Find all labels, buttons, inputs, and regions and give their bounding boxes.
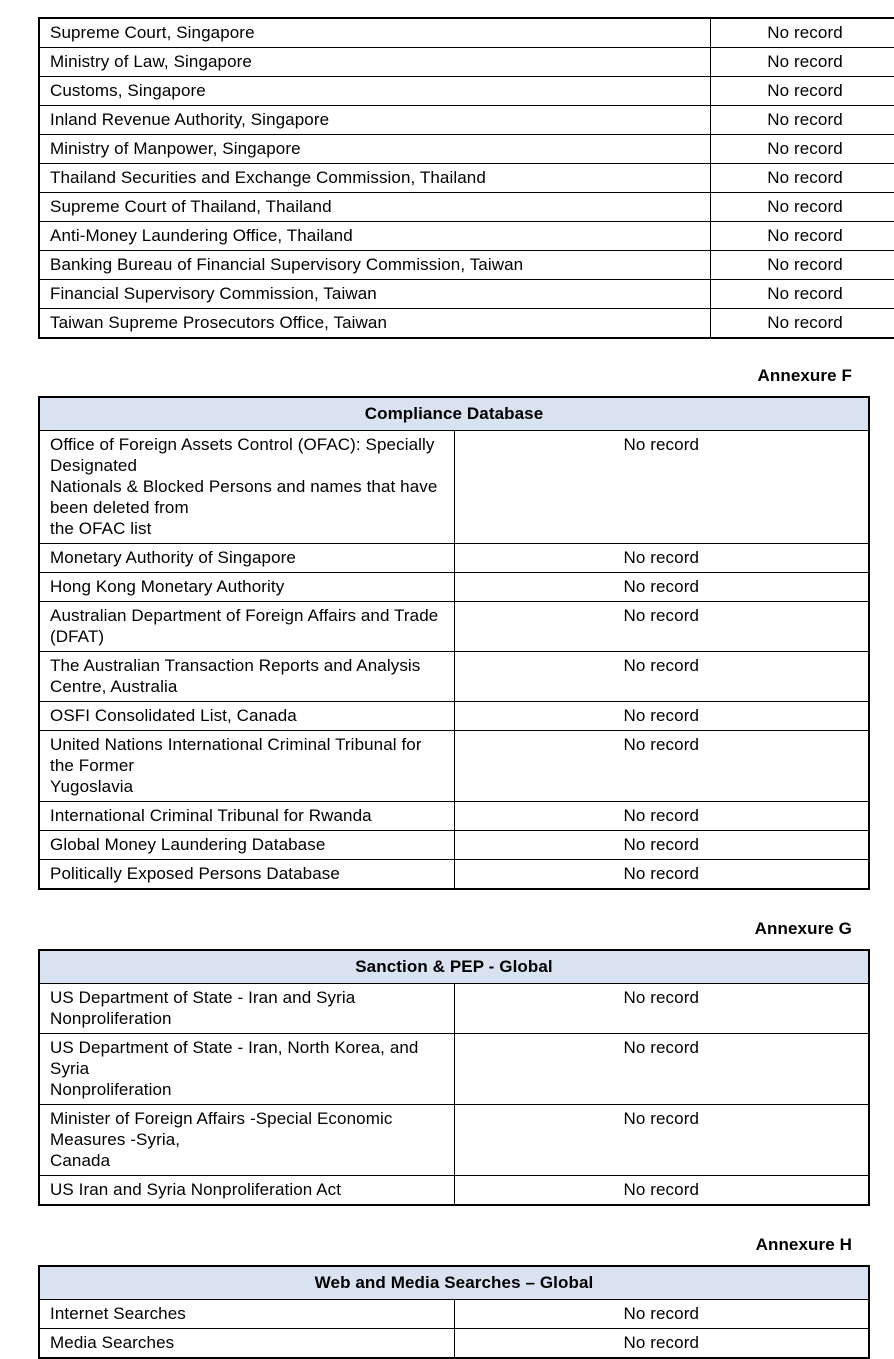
source-cell: Thailand Securities and Exchange Commiss… bbox=[39, 164, 711, 193]
result-cell: No record bbox=[454, 1329, 869, 1359]
source-cell: Anti-Money Laundering Office, Thailand bbox=[39, 222, 711, 251]
result-cell: No record bbox=[454, 652, 869, 702]
result-cell: No record bbox=[454, 731, 869, 802]
result-cell: No record bbox=[711, 106, 894, 135]
source-cell: Ministry of Manpower, Singapore bbox=[39, 135, 711, 164]
source-cell: US Department of State - Iran and Syria … bbox=[39, 984, 454, 1034]
result-cell: No record bbox=[711, 164, 894, 193]
annexure-label-f: Annexure F bbox=[38, 365, 870, 387]
annexure-label-g: Annexure G bbox=[38, 918, 870, 940]
table-header-row: Sanction & PEP - Global bbox=[39, 950, 869, 984]
source-cell: Monetary Authority of Singapore bbox=[39, 544, 454, 573]
table-row: Ministry of Law, Singapore No record bbox=[39, 48, 894, 77]
source-cell: Minister of Foreign Affairs -Special Eco… bbox=[39, 1105, 454, 1176]
source-cell: Banking Bureau of Financial Supervisory … bbox=[39, 251, 711, 280]
table-row: Thailand Securities and Exchange Commiss… bbox=[39, 164, 894, 193]
table-header-row: Compliance Database bbox=[39, 397, 869, 431]
source-cell: Inland Revenue Authority, Singapore bbox=[39, 106, 711, 135]
result-cell: No record bbox=[454, 602, 869, 652]
result-cell: No record bbox=[454, 702, 869, 731]
table-row: US Department of State - Iran, North Kor… bbox=[39, 1034, 869, 1105]
table-row: Politically Exposed Persons Database No … bbox=[39, 860, 869, 890]
table-row: Banking Bureau of Financial Supervisory … bbox=[39, 251, 894, 280]
result-cell: No record bbox=[454, 1034, 869, 1105]
result-cell: No record bbox=[711, 193, 894, 222]
source-cell: United Nations International Criminal Tr… bbox=[39, 731, 454, 802]
result-cell: No record bbox=[711, 222, 894, 251]
result-cell: No record bbox=[454, 984, 869, 1034]
source-cell: Taiwan Supreme Prosecutors Office, Taiwa… bbox=[39, 309, 711, 339]
result-cell: No record bbox=[454, 860, 869, 890]
source-cell: US Iran and Syria Nonproliferation Act bbox=[39, 1176, 454, 1206]
table-row: Monetary Authority of Singapore No recor… bbox=[39, 544, 869, 573]
result-cell: No record bbox=[711, 77, 894, 106]
result-cell: No record bbox=[711, 309, 894, 339]
source-cell: Financial Supervisory Commission, Taiwan bbox=[39, 280, 711, 309]
screening-results-table-continued: Supreme Court, Singapore No record Minis… bbox=[38, 17, 894, 339]
source-cell: OSFI Consolidated List, Canada bbox=[39, 702, 454, 731]
result-cell: No record bbox=[454, 1105, 869, 1176]
result-cell: No record bbox=[454, 431, 869, 544]
sanction-pep-global-table: Sanction & PEP - Global US Department of… bbox=[38, 949, 870, 1206]
result-cell: No record bbox=[454, 544, 869, 573]
result-cell: No record bbox=[711, 251, 894, 280]
table-title: Compliance Database bbox=[39, 397, 869, 431]
table-row: Australian Department of Foreign Affairs… bbox=[39, 602, 869, 652]
table-row: US Department of State - Iran and Syria … bbox=[39, 984, 869, 1034]
table-row: Office of Foreign Assets Control (OFAC):… bbox=[39, 431, 869, 544]
table-row: Media Searches No record bbox=[39, 1329, 869, 1359]
table-row: Supreme Court of Thailand, Thailand No r… bbox=[39, 193, 894, 222]
table-row: Hong Kong Monetary Authority No record bbox=[39, 573, 869, 602]
result-cell: No record bbox=[711, 18, 894, 48]
source-cell: Office of Foreign Assets Control (OFAC):… bbox=[39, 431, 454, 544]
table-row: Inland Revenue Authority, Singapore No r… bbox=[39, 106, 894, 135]
table-title: Web and Media Searches – Global bbox=[39, 1266, 869, 1300]
source-cell: The Australian Transaction Reports and A… bbox=[39, 652, 454, 702]
result-cell: No record bbox=[711, 135, 894, 164]
result-cell: No record bbox=[454, 1300, 869, 1329]
source-cell: Supreme Court of Thailand, Thailand bbox=[39, 193, 711, 222]
annexure-label-h: Annexure H bbox=[38, 1234, 870, 1256]
result-cell: No record bbox=[711, 48, 894, 77]
result-cell: No record bbox=[711, 280, 894, 309]
table-row: International Criminal Tribunal for Rwan… bbox=[39, 802, 869, 831]
source-cell: US Department of State - Iran, North Kor… bbox=[39, 1034, 454, 1105]
source-cell: Media Searches bbox=[39, 1329, 454, 1359]
table-row: The Australian Transaction Reports and A… bbox=[39, 652, 869, 702]
table-row: Ministry of Manpower, Singapore No recor… bbox=[39, 135, 894, 164]
source-cell: Hong Kong Monetary Authority bbox=[39, 573, 454, 602]
result-cell: No record bbox=[454, 831, 869, 860]
source-cell: International Criminal Tribunal for Rwan… bbox=[39, 802, 454, 831]
source-cell: Ministry of Law, Singapore bbox=[39, 48, 711, 77]
source-cell: Global Money Laundering Database bbox=[39, 831, 454, 860]
table-row: Minister of Foreign Affairs -Special Eco… bbox=[39, 1105, 869, 1176]
table-header-row: Web and Media Searches – Global bbox=[39, 1266, 869, 1300]
table-row: Customs, Singapore No record bbox=[39, 77, 894, 106]
source-cell: Supreme Court, Singapore bbox=[39, 18, 711, 48]
table-row: Anti-Money Laundering Office, Thailand N… bbox=[39, 222, 894, 251]
table-row: Internet Searches No record bbox=[39, 1300, 869, 1329]
table-row: US Iran and Syria Nonproliferation Act N… bbox=[39, 1176, 869, 1206]
source-cell: Australian Department of Foreign Affairs… bbox=[39, 602, 454, 652]
result-cell: No record bbox=[454, 802, 869, 831]
table-row: OSFI Consolidated List, Canada No record bbox=[39, 702, 869, 731]
compliance-database-table: Compliance Database Office of Foreign As… bbox=[38, 396, 870, 890]
result-cell: No record bbox=[454, 573, 869, 602]
table-row: United Nations International Criminal Tr… bbox=[39, 731, 869, 802]
source-cell: Internet Searches bbox=[39, 1300, 454, 1329]
table-row: Financial Supervisory Commission, Taiwan… bbox=[39, 280, 894, 309]
table-row: Taiwan Supreme Prosecutors Office, Taiwa… bbox=[39, 309, 894, 339]
web-media-searches-table: Web and Media Searches – Global Internet… bbox=[38, 1265, 870, 1359]
source-cell: Customs, Singapore bbox=[39, 77, 711, 106]
table-row: Supreme Court, Singapore No record bbox=[39, 18, 894, 48]
table-title: Sanction & PEP - Global bbox=[39, 950, 869, 984]
source-cell: Politically Exposed Persons Database bbox=[39, 860, 454, 890]
table-row: Global Money Laundering Database No reco… bbox=[39, 831, 869, 860]
result-cell: No record bbox=[454, 1176, 869, 1206]
